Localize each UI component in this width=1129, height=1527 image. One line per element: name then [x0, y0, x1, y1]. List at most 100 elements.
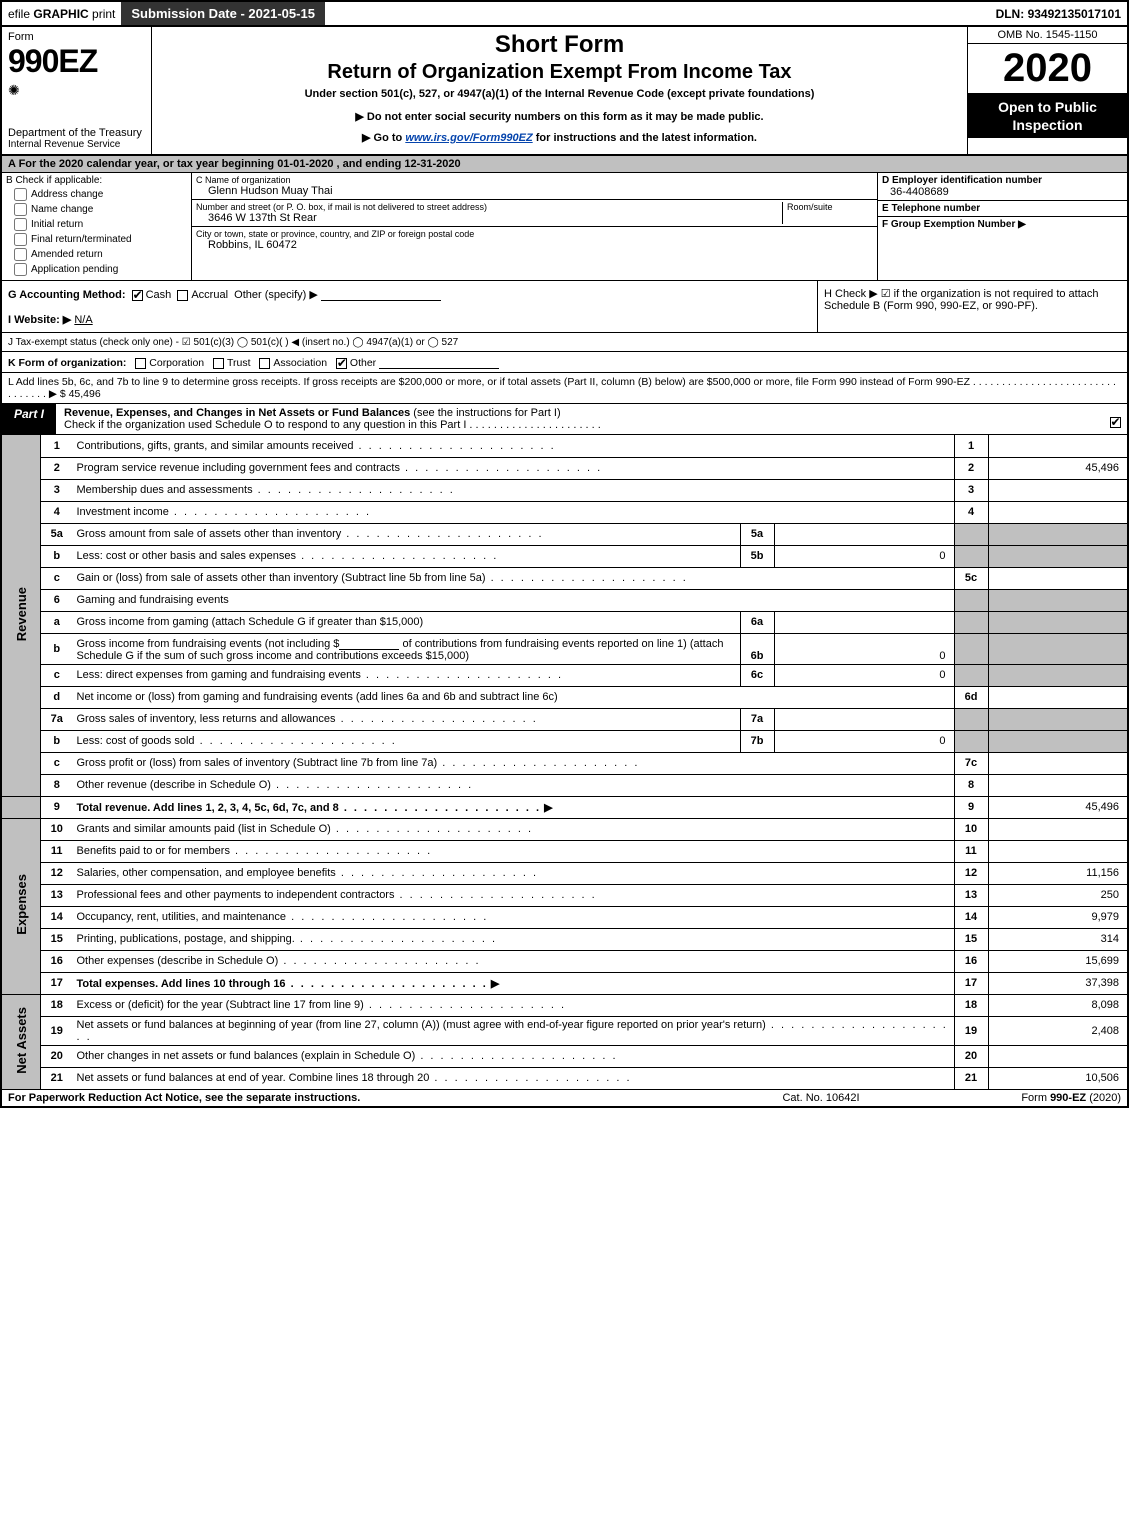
l17-no: 17 — [41, 972, 73, 994]
l21-desc-text: Net assets or fund balances at end of ye… — [77, 1072, 632, 1084]
l19-val: 2,408 — [988, 1016, 1128, 1045]
l4-no: 4 — [41, 501, 73, 523]
l9-no: 9 — [41, 796, 73, 818]
l7b-sub: 7b — [740, 730, 774, 752]
l7a-no: 7a — [41, 708, 73, 730]
l6d-val — [988, 686, 1128, 708]
l19-no: 19 — [41, 1016, 73, 1045]
cb-initial-return[interactable]: Initial return — [14, 218, 187, 231]
l8-val — [988, 774, 1128, 796]
vtab-revenue-text: Revenue — [14, 587, 29, 641]
l7b-desc-text: Less: cost of goods sold — [77, 735, 397, 747]
cb-association[interactable] — [259, 358, 270, 369]
cb-name-change-label: Name change — [31, 204, 93, 215]
ghi-left: G Accounting Method: Cash Accrual Other … — [2, 281, 817, 332]
l9-val: 45,496 — [988, 796, 1128, 818]
l11-num: 11 — [954, 840, 988, 862]
l15-desc-text: Printing, publications, postage, and shi… — [77, 933, 498, 945]
l20-num: 20 — [954, 1045, 988, 1067]
cb-name-change[interactable]: Name change — [14, 203, 187, 216]
l4-num: 4 — [954, 501, 988, 523]
cb-corporation[interactable] — [135, 358, 146, 369]
cb-other-org[interactable] — [336, 358, 347, 369]
l10-desc-text: Grants and similar amounts paid (list in… — [77, 823, 534, 835]
l19-desc: Net assets or fund balances at beginning… — [73, 1016, 955, 1045]
submission-date-pill: Submission Date - 2021-05-15 — [121, 2, 325, 25]
part1-title-bold: Revenue, Expenses, and Changes in Net As… — [64, 407, 413, 419]
cb-application-pending[interactable]: Application pending — [14, 263, 187, 276]
l20-no: 20 — [41, 1045, 73, 1067]
l5c-val — [988, 567, 1128, 589]
j-text: J Tax-exempt status (check only one) - ☑… — [8, 337, 458, 348]
l6b-desc1: Gross income from fundraising events (no… — [77, 638, 340, 650]
irs-label: Internal Revenue Service — [8, 139, 145, 150]
l7c-no: c — [41, 752, 73, 774]
l6d-num: 6d — [954, 686, 988, 708]
l17-desc-text: Total expenses. Add lines 10 through 16 — [77, 978, 286, 990]
l5c-num: 5c — [954, 567, 988, 589]
l6c-no: c — [41, 664, 73, 686]
l9-num: 9 — [954, 796, 988, 818]
l21-desc: Net assets or fund balances at end of ye… — [73, 1067, 955, 1089]
l5a-val — [988, 523, 1128, 545]
l11-desc: Benefits paid to or for members — [73, 840, 955, 862]
other-specify-field[interactable] — [321, 287, 441, 301]
l5a-num — [954, 523, 988, 545]
l6c-desc: Less: direct expenses from gaming and fu… — [73, 664, 741, 686]
dln-value: 93492135017101 — [1028, 7, 1121, 21]
l7a-sub: 7a — [740, 708, 774, 730]
part1-schedule-o-cb[interactable] — [1103, 404, 1127, 434]
cb-amended-return[interactable]: Amended return — [14, 248, 187, 261]
l6c-subval: 0 — [774, 664, 954, 686]
cb-cash[interactable] — [132, 290, 143, 301]
vtab-expenses: Expenses — [1, 818, 41, 994]
l18-num: 18 — [954, 994, 988, 1016]
omb-number: OMB No. 1545-1150 — [968, 27, 1127, 44]
l6c-sub: 6c — [740, 664, 774, 686]
l3-no: 3 — [41, 479, 73, 501]
i-label: I Website: ▶ — [8, 314, 71, 326]
l19-desc-text: Net assets or fund balances at beginning… — [77, 1019, 948, 1043]
footer-paperwork: For Paperwork Reduction Act Notice, see … — [8, 1092, 721, 1104]
l18-desc-text: Excess or (deficit) for the year (Subtra… — [77, 999, 567, 1011]
l10-desc: Grants and similar amounts paid (list in… — [73, 818, 955, 840]
l6c-num — [954, 664, 988, 686]
efile-label: efile GRAPHIC print — [2, 5, 121, 23]
row-k: K Form of organization: Corporation Trus… — [0, 352, 1129, 373]
l13-no: 13 — [41, 884, 73, 906]
l15-no: 15 — [41, 928, 73, 950]
submission-date: 2021-05-15 — [248, 6, 315, 21]
irs-link[interactable]: www.irs.gov/Form990EZ — [405, 132, 532, 144]
efile-print[interactable]: print — [89, 7, 116, 21]
cb-address-change[interactable]: Address change — [14, 188, 187, 201]
cash-label: Cash — [146, 289, 172, 301]
form-header: Form 990EZ ✺ Department of the Treasury … — [0, 27, 1129, 156]
cb-accrual[interactable] — [177, 290, 188, 301]
cb-final-return[interactable]: Final return/terminated — [14, 233, 187, 246]
l8-desc: Other revenue (describe in Schedule O) — [73, 774, 955, 796]
l2-desc: Program service revenue including govern… — [73, 457, 955, 479]
cb-trust[interactable] — [213, 358, 224, 369]
l3-desc: Membership dues and assessments — [73, 479, 955, 501]
vtab-rev-end — [1, 796, 41, 818]
l1-val — [988, 435, 1128, 457]
l16-desc-text: Other expenses (describe in Schedule O) — [77, 955, 481, 967]
group-exemption-label: F Group Exemption Number ▶ — [882, 219, 1123, 230]
box-b: B Check if applicable: Address change Na… — [2, 173, 192, 280]
l18-no: 18 — [41, 994, 73, 1016]
l10-no: 10 — [41, 818, 73, 840]
l7b-val — [988, 730, 1128, 752]
l7c-desc-text: Gross profit or (loss) from sales of inv… — [77, 757, 640, 769]
l8-desc-text: Other revenue (describe in Schedule O) — [77, 779, 474, 791]
l6b-amount-field[interactable] — [339, 636, 399, 650]
l11-desc-text: Benefits paid to or for members — [77, 845, 433, 857]
l7a-subval — [774, 708, 954, 730]
cb-amended-return-label: Amended return — [31, 249, 103, 260]
l16-desc: Other expenses (describe in Schedule O) — [73, 950, 955, 972]
l16-num: 16 — [954, 950, 988, 972]
l6c-desc-text: Less: direct expenses from gaming and fu… — [77, 669, 564, 681]
l5a-no: 5a — [41, 523, 73, 545]
k-other-field[interactable] — [379, 355, 499, 369]
l5a-desc-text: Gross amount from sale of assets other t… — [77, 528, 544, 540]
header-right: OMB No. 1545-1150 2020 Open to Public In… — [967, 27, 1127, 154]
